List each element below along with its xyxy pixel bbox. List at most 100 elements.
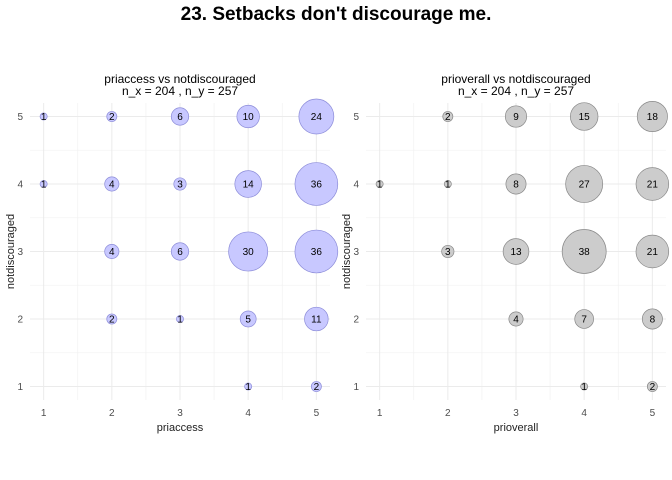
bubble	[635, 167, 670, 201]
y-tick-label: 5	[17, 112, 23, 123]
bubble	[561, 229, 607, 274]
y-tick-label: 2	[17, 315, 23, 326]
bubble-count-label: 15	[579, 112, 591, 123]
y-tick-label: 1	[17, 382, 23, 393]
bubble	[244, 382, 253, 391]
bubble-count-label: 2	[109, 315, 115, 326]
y-tick-label: 4	[353, 180, 359, 191]
y-tick-label: 3	[17, 247, 23, 258]
bubble-count-label: 3	[445, 247, 451, 258]
panel-subtitle: n_x = 204 , n_y = 257	[458, 84, 574, 98]
y-tick-label: 3	[353, 247, 359, 258]
bubble-count-label: 7	[581, 315, 587, 326]
bubble	[636, 101, 668, 132]
panel-subtitle: n_x = 204 , n_y = 257	[122, 84, 238, 98]
bubble-count-label: 2	[314, 382, 320, 393]
bubble-count-label: 4	[109, 247, 115, 258]
bubble-count-label: 36	[311, 180, 323, 191]
bubble-count-label: 10	[243, 112, 255, 123]
bubble	[635, 234, 670, 269]
bubble-count-label: 21	[647, 180, 659, 191]
bubble	[228, 231, 269, 272]
bubble	[106, 313, 118, 325]
bubble-count-label: 1	[377, 180, 383, 191]
bubble	[646, 381, 658, 392]
bubble	[294, 229, 339, 274]
bubble-count-label: 2	[109, 112, 115, 123]
x-tick-label: 3	[177, 408, 183, 419]
bubble	[173, 177, 187, 191]
bubble-count-label: 1	[41, 112, 47, 123]
bubble	[505, 173, 527, 195]
bubble	[298, 98, 335, 135]
bubble-count-label: 38	[579, 247, 591, 258]
bubble	[641, 308, 663, 330]
bubble-count-label: 30	[243, 247, 255, 258]
bubble	[304, 306, 329, 332]
bubble-count-label: 4	[513, 315, 519, 326]
bubble	[106, 111, 118, 122]
bubble	[234, 170, 262, 198]
bubble-count-label: 8	[513, 180, 519, 191]
x-tick-label: 2	[445, 408, 451, 419]
y-axis-title: notdiscouraged	[341, 214, 353, 289]
x-tick-label: 4	[581, 408, 587, 419]
bubble	[104, 244, 120, 259]
x-axis-title: priaccess	[157, 422, 204, 434]
bubble	[170, 242, 190, 261]
bubble-count-label: 3	[177, 180, 183, 191]
panel-title: priaccess vs notdiscouraged	[104, 72, 255, 86]
x-tick-label: 5	[314, 408, 320, 419]
bubble	[565, 165, 604, 203]
bubble-count-label: 2	[445, 112, 451, 123]
bubble-count-label: 1	[41, 180, 47, 191]
chart-main-title: 23. Setbacks don't discourage me.	[180, 4, 492, 25]
bubble-count-label: 4	[109, 180, 115, 191]
x-tick-label: 2	[109, 408, 115, 419]
bubble	[39, 112, 48, 121]
bubble-count-label: 21	[647, 247, 659, 258]
bubble	[443, 180, 452, 188]
x-tick-label: 5	[650, 408, 656, 419]
bubble-count-label: 9	[513, 112, 519, 123]
bubble	[375, 180, 384, 188]
bubble	[294, 162, 339, 206]
bubble	[580, 382, 589, 391]
bubble-count-label: 6	[177, 247, 183, 258]
y-tick-label: 2	[353, 315, 359, 326]
bubble-count-label: 1	[581, 382, 587, 393]
y-tick-label: 1	[353, 382, 359, 393]
bubble	[176, 315, 184, 323]
x-axis-title: prioverall	[494, 422, 539, 434]
bubble-count-label: 24	[311, 112, 323, 123]
y-tick-label: 4	[17, 180, 23, 191]
x-tick-label: 1	[377, 408, 383, 419]
bubble	[310, 381, 322, 392]
bubble	[504, 105, 528, 128]
bubble-count-label: 1	[177, 315, 183, 326]
x-tick-label: 3	[513, 408, 519, 419]
bubble-count-label: 8	[650, 315, 656, 326]
bubble	[170, 107, 190, 126]
bubble-count-label: 27	[579, 180, 591, 191]
bubble-count-label: 18	[647, 112, 659, 123]
bubble	[442, 111, 454, 122]
bubble	[502, 238, 530, 265]
bubble	[441, 244, 455, 259]
bubble-count-label: 2	[650, 382, 656, 393]
bubble	[570, 102, 599, 131]
bubble-count-label: 13	[510, 247, 522, 258]
bubble-count-label: 11	[311, 315, 322, 326]
bubble	[39, 180, 48, 188]
chart-panel-1: 1 2 3 4 5 1 2 3 4 5 priaccess vs notdiscouragedn_x…	[5, 72, 339, 434]
y-tick-label: 5	[353, 112, 359, 123]
bubble-count-label: 5	[245, 315, 251, 326]
chart-panel-2: 1 2 3 4 5 1 2 3 4 5 prioverall vs notdiscouragedn_…	[341, 72, 670, 434]
bubble-count-label: 1	[445, 180, 451, 191]
bubble-count-label: 6	[177, 112, 183, 123]
x-tick-label: 1	[41, 408, 47, 419]
panel-title: prioverall vs notdiscouraged	[441, 72, 590, 86]
bubble-count-label: 1	[245, 382, 251, 393]
bubble-count-label: 14	[243, 180, 255, 191]
